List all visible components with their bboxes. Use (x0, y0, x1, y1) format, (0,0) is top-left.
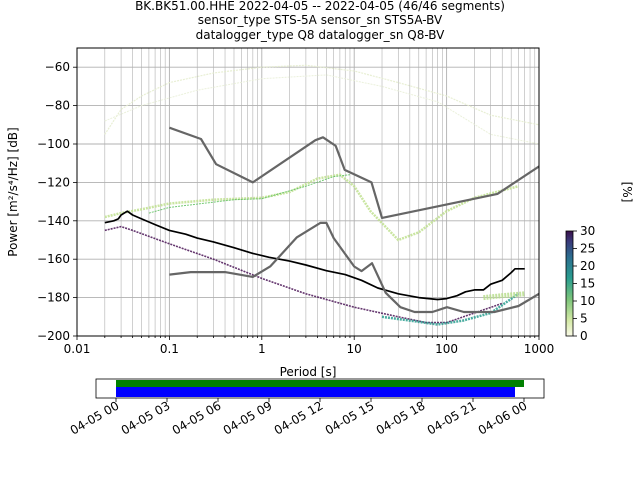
timeline-tick-label: 04-05 09 (221, 398, 275, 437)
series-line-nhnm (169, 126, 539, 219)
y-tick-label: −140 (37, 214, 70, 228)
y-tick-label: −60 (45, 60, 70, 74)
x-tick-label: 1 (258, 342, 266, 356)
ppsd-density (104, 64, 539, 326)
density-band (104, 64, 539, 135)
colorbar-tick-label: 30 (580, 224, 595, 238)
x-tick-label: 1000 (524, 342, 555, 356)
density-band (104, 173, 519, 242)
timeline-data-bar (116, 380, 524, 387)
colorbar-ticks: 0 5 10 15 20 25 30 (573, 224, 595, 343)
density-band (148, 174, 351, 214)
x-tick-label: 0.01 (64, 342, 91, 356)
x-tick-label: 0.1 (160, 342, 179, 356)
chart-title-line-1: BK.BK51.00.HHE 2022-04-05 -- 2022-04-05 … (135, 0, 505, 13)
timeline-tick-label: 04-05 18 (374, 398, 428, 437)
colorbar-tick-label: 5 (580, 312, 588, 326)
timeline-tick-label: 04-05 12 (272, 398, 326, 437)
x-axis-label: Period [s] (280, 365, 337, 379)
timeline-tick-label: 04-05 03 (119, 398, 173, 437)
timeline-tick-label: 04-05 15 (323, 398, 377, 437)
ppsd-lines (104, 126, 539, 314)
colorbar-tick-label: 10 (580, 294, 595, 308)
y-tick-label: −180 (37, 291, 70, 305)
density-band (104, 225, 503, 324)
y-tick-label: −200 (37, 329, 70, 343)
colorbar-tick-label: 0 (580, 329, 588, 343)
plot-grid (76, 48, 539, 337)
timeline-tick-label: 04-05 00 (68, 398, 122, 437)
x-tick-label: 100 (435, 342, 458, 356)
timeline-tick-label: 04-06 00 (476, 398, 530, 437)
series-line-nlnm (169, 221, 539, 314)
y-tick-label: −120 (37, 175, 70, 189)
y-axis-label: Power [m²/s⁴/Hz] [dB] (6, 127, 20, 256)
timeline-tick-label: 04-05 06 (170, 398, 224, 437)
timeline-tick-label: 04-05 21 (425, 398, 479, 437)
density-band (483, 291, 525, 301)
chart-title-line-3: datalogger_type Q8 datalogger_sn Q8-BV (195, 28, 445, 42)
y-tick-label: −160 (37, 252, 70, 266)
plot-frame (76, 47, 540, 337)
colorbar (565, 230, 574, 337)
density-band (104, 74, 539, 145)
colorbar-tick-label: 25 (580, 242, 595, 256)
colorbar-label: [%] (620, 182, 634, 203)
series-line-mean (104, 210, 525, 301)
timeline-gap-bar (116, 387, 515, 397)
x-tick-label: 10 (347, 342, 362, 356)
y-tick-label: −80 (45, 99, 70, 113)
chart-title-line-2: sensor_type STS-5A sensor_sn STS5A-BV (197, 13, 443, 27)
colorbar-tick-label: 20 (580, 259, 595, 273)
colorbar-tick-label: 15 (580, 277, 595, 291)
plot-axes: −200 −180 −160 −140 −120 −100 −80 −60 0.01 0.1 1 10… (37, 60, 554, 356)
y-tick-label: −100 (37, 137, 70, 151)
